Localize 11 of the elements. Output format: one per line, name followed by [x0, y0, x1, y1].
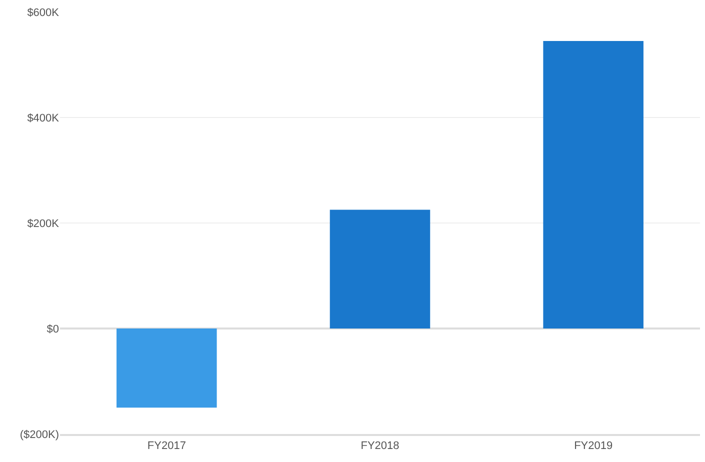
y-tick-label: $0	[46, 323, 59, 336]
x-tick-label: FY2017	[147, 440, 186, 452]
bar	[543, 41, 644, 328]
bar	[330, 210, 430, 328]
x-tick-label: FY2019	[574, 440, 613, 452]
y-tick-label: $200K	[27, 218, 60, 230]
y-tick-label: ($200K)	[20, 428, 59, 441]
bar	[116, 328, 217, 408]
y-tick-label: $400K	[27, 112, 60, 124]
y-tick-label: $600K	[27, 6, 60, 19]
x-tick-label: FY2018	[360, 440, 400, 452]
